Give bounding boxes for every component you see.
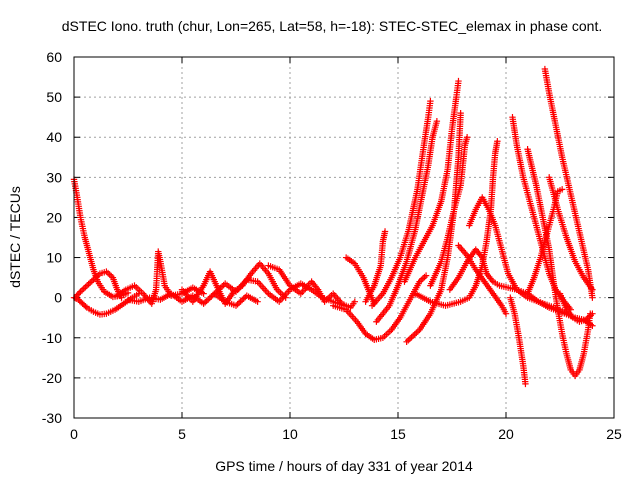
y-tick-label: 0: [54, 290, 62, 306]
data-point: [502, 310, 510, 317]
data-point: [408, 334, 415, 341]
satellite-track: [342, 254, 378, 307]
data-point: [83, 282, 91, 289]
satellite-track: [541, 65, 596, 301]
data-point: [80, 285, 87, 292]
data-point: [381, 228, 389, 235]
satellite-track: [524, 186, 566, 297]
data-point: [254, 298, 261, 305]
satellite-track: [368, 97, 434, 309]
data-point: [203, 297, 210, 305]
data-point: [82, 283, 89, 291]
y-tick-label: 20: [46, 209, 62, 225]
data-point: [587, 312, 594, 319]
data-point: [589, 294, 596, 301]
data-point: [208, 293, 215, 300]
grid: [74, 57, 614, 418]
y-axis-label: dSTEC / TECUs: [7, 186, 23, 288]
data-point: [88, 277, 96, 285]
satellite-track: [507, 294, 529, 388]
data-point: [455, 77, 462, 85]
x-tick-label: 10: [282, 426, 298, 442]
y-tick-label: -10: [42, 330, 62, 346]
satellite-track: [330, 272, 430, 343]
plot-frame: [73, 56, 615, 419]
satellite-track: [556, 290, 596, 325]
data-point: [205, 296, 212, 303]
data-point: [427, 97, 434, 105]
x-tick-label: 0: [70, 426, 78, 442]
data-point: [419, 275, 427, 282]
satellite-track: [265, 262, 358, 311]
axis-ticks: 0 5 10 15 20 25 -30 -20 -10 0 10 20 30 40 50 60: [42, 49, 622, 442]
data-point: [421, 273, 428, 281]
x-tick-label: 15: [390, 426, 406, 442]
data-point: [433, 117, 441, 125]
data-point: [87, 279, 94, 286]
satellite-track: [401, 77, 462, 285]
data-point: [351, 298, 358, 305]
chart-title: dSTEC Iono. truth (chur, Lon=265, Lat=58…: [62, 18, 602, 34]
satellite-track: [373, 117, 441, 325]
x-tick-label: 20: [498, 426, 514, 442]
data-point: [200, 290, 207, 297]
data-point: [558, 186, 566, 193]
data-point: [411, 331, 418, 338]
data-point: [78, 286, 86, 294]
data-point: [104, 269, 112, 277]
satellite-track: [178, 260, 289, 307]
data-point: [403, 338, 410, 345]
satellite-track: [70, 176, 132, 301]
data-point: [237, 298, 244, 305]
satellite-track: [427, 134, 471, 289]
data-point: [589, 310, 596, 317]
data-point: [413, 329, 420, 336]
data-point: [75, 289, 83, 297]
data-point: [201, 299, 209, 306]
x-tick-label: 25: [606, 426, 622, 442]
y-tick-label: 30: [46, 169, 62, 185]
y-tick-label: 60: [46, 49, 62, 65]
satellite-track: [362, 228, 389, 305]
satellite-track: [546, 174, 596, 293]
data-point: [589, 286, 596, 293]
data-point: [118, 294, 125, 301]
data-point: [206, 294, 213, 302]
y-tick-label: -30: [42, 410, 62, 426]
y-tick-label: 10: [46, 250, 62, 266]
data-point: [422, 272, 430, 279]
data-point: [522, 380, 529, 388]
data-markers: [70, 65, 596, 388]
data-point: [406, 335, 414, 342]
satellite-track: [124, 290, 261, 309]
data-point: [494, 138, 501, 145]
satellite-track: [114, 248, 207, 307]
data-point: [463, 134, 471, 141]
satellite-track: [455, 242, 510, 317]
data-point: [85, 280, 92, 288]
x-axis-label: GPS time / hours of day 331 of year 2014: [215, 458, 473, 474]
x-tick-label: 5: [178, 426, 186, 442]
y-tick-label: 50: [46, 89, 62, 105]
y-tick-label: -20: [42, 370, 62, 386]
data-point: [82, 303, 89, 310]
y-tick-label: 40: [46, 129, 62, 145]
data-point: [234, 301, 241, 308]
satellite-track: [524, 146, 594, 380]
data-point: [457, 109, 464, 117]
